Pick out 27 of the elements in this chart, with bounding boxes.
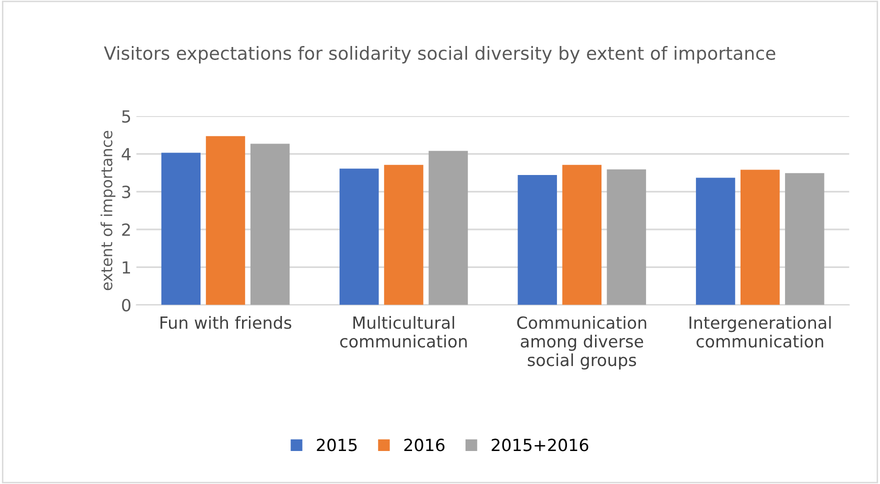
bar bbox=[161, 152, 201, 305]
y-tick-label: 5 bbox=[122, 110, 130, 123]
bar bbox=[740, 170, 780, 305]
y-axis-title: extent of importance bbox=[100, 130, 116, 290]
bar bbox=[250, 144, 290, 305]
y-tick-label: 4 bbox=[122, 148, 131, 160]
legend-label: 2015 bbox=[316, 438, 357, 452]
bar bbox=[606, 169, 646, 305]
y-tick-label: 1 bbox=[122, 261, 130, 274]
x-tick-label: Communication among diverse social groups bbox=[517, 316, 646, 370]
y-tick-label: 0 bbox=[122, 298, 130, 312]
bar bbox=[518, 175, 557, 305]
y-tick-label: 3 bbox=[122, 186, 130, 198]
y-tick-label: 2 bbox=[122, 223, 130, 236]
legend-label: 2015+2016 bbox=[492, 438, 588, 452]
legend-label: 2016 bbox=[404, 438, 444, 452]
bar bbox=[428, 150, 468, 305]
x-tick-label: Multicultural communication bbox=[340, 316, 467, 348]
bar bbox=[785, 173, 824, 305]
bar bbox=[696, 178, 736, 305]
bar bbox=[562, 164, 602, 305]
x-tick-label: Fun with friends bbox=[160, 316, 292, 329]
bar bbox=[340, 168, 379, 305]
x-tick-label: Intergenerational communication bbox=[690, 316, 831, 348]
bar bbox=[384, 164, 424, 305]
chart-title: Visitors expectations for solidarity social diversity by extent of importance bbox=[104, 46, 776, 64]
bar bbox=[206, 136, 246, 305]
